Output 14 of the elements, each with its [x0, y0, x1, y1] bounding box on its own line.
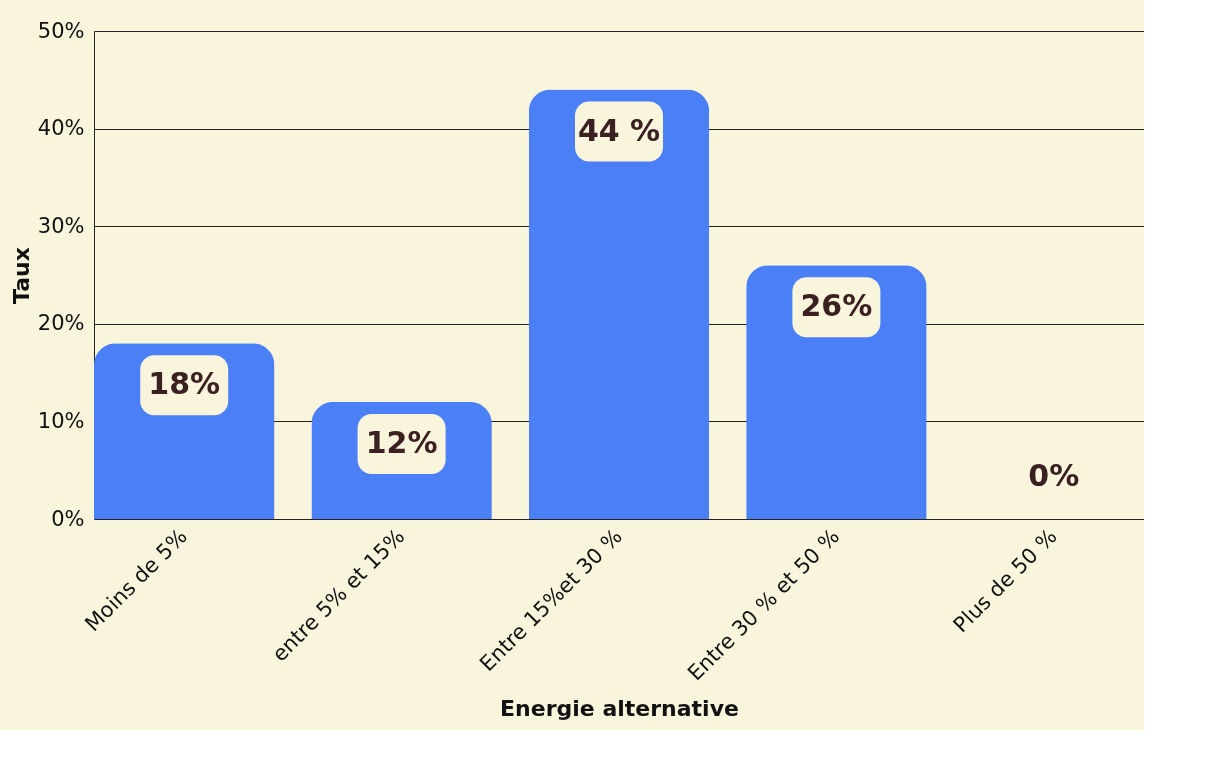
- y-tick-label: 50%: [37, 18, 85, 43]
- data-label: 0%: [1028, 458, 1080, 493]
- x-axis-title: Energie alternative: [500, 695, 739, 721]
- data-label: 26%: [800, 288, 873, 324]
- x-tick-label: Plus de 50 %: [948, 524, 1062, 638]
- data-label: 44 %: [577, 112, 661, 148]
- y-axis-title: Taux: [8, 247, 34, 304]
- y-tick-label: 10%: [37, 408, 85, 433]
- data-label: 18%: [148, 366, 221, 402]
- y-tick-label: 40%: [37, 116, 85, 141]
- y-tick-label: 20%: [37, 311, 85, 336]
- y-tick-label: 0%: [51, 506, 85, 531]
- data-label: 12%: [365, 424, 438, 460]
- y-tick-label: 30%: [37, 213, 85, 238]
